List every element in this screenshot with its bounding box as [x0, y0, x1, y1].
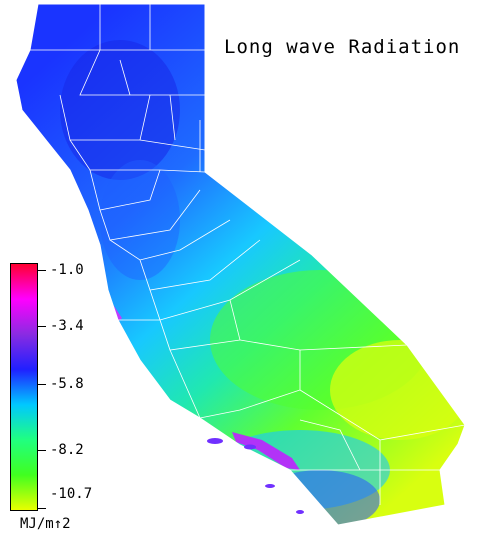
legend-tick	[38, 450, 46, 451]
north-dark-region	[60, 40, 180, 180]
legend-tick	[38, 270, 46, 271]
legend-unit-label: MJ/m↑2	[20, 516, 71, 532]
legend-tick-label: -5.8	[50, 376, 84, 392]
legend-tick	[38, 508, 46, 509]
channel-island	[296, 510, 304, 514]
state-outline	[15, 3, 466, 526]
legend-tick	[38, 384, 46, 385]
legend-tick-label: -1.0	[50, 262, 84, 278]
legend-tick	[38, 326, 46, 327]
channel-island	[207, 438, 223, 444]
legend-tick-label: -8.2	[50, 442, 84, 458]
south-coast-magenta	[232, 432, 300, 470]
map-title: Long wave Radiation	[224, 36, 461, 58]
desert-yellow-region	[330, 340, 465, 440]
channel-island	[244, 444, 256, 450]
legend-colorbar	[10, 263, 38, 511]
channel-island	[265, 484, 275, 488]
valley-dark-region	[100, 160, 180, 280]
county-boundaries	[30, 4, 465, 505]
legend-tick-label: -10.7	[50, 486, 93, 502]
legend-tick-label: -3.4	[50, 318, 84, 334]
